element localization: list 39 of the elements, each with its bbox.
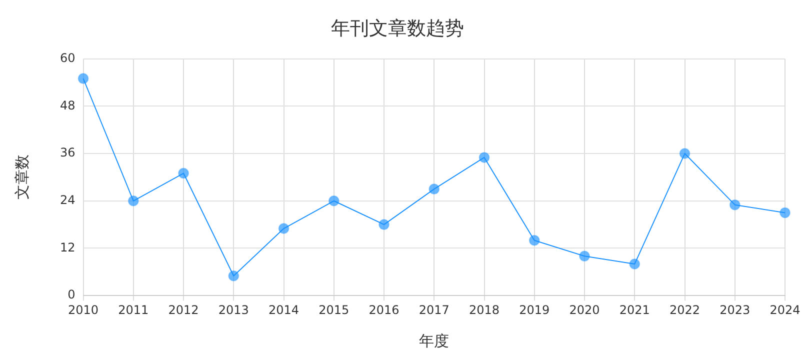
x-tick-label: 2023 — [720, 302, 750, 317]
y-tick-label: 48 — [60, 98, 76, 112]
x-tick-label: 2015 — [318, 302, 350, 317]
x-tick-label: 2016 — [368, 302, 400, 317]
point — [478, 152, 490, 163]
chart-title: 年刊文章数趋势 — [331, 17, 464, 40]
point — [729, 199, 740, 210]
y-tick-label: 60 — [60, 50, 76, 65]
point — [228, 270, 240, 282]
x-tick-label: 2022 — [669, 302, 700, 317]
y-tick-label: 24 — [60, 193, 76, 208]
x-tick-label: 2017 — [418, 302, 450, 317]
x-tick-label: 2010 — [68, 302, 99, 317]
point — [328, 195, 340, 206]
x-tick-label: 2019 — [519, 302, 550, 317]
point — [378, 219, 390, 230]
y-tick-label: 12 — [60, 240, 76, 254]
x-tick-label: 2024 — [770, 302, 800, 317]
x-tick-label: 2021 — [619, 302, 650, 317]
point — [78, 73, 89, 84]
point — [128, 195, 139, 206]
point — [528, 234, 540, 246]
y-tick-label: 0 — [68, 288, 76, 302]
x-tick-label: 2018 — [468, 302, 500, 317]
x-tick-label: 2013 — [218, 302, 249, 317]
point — [579, 250, 590, 262]
y-tick-label: 36 — [60, 146, 76, 160]
point — [428, 184, 440, 195]
x-tick-label: 2011 — [118, 302, 149, 317]
point — [780, 207, 790, 218]
y-axis-title: 文章数 — [12, 154, 31, 200]
x-tick-label: 2014 — [268, 302, 300, 317]
point — [278, 223, 290, 234]
x-axis-title: 年度 — [419, 332, 450, 350]
x-tick-label: 2012 — [168, 302, 199, 317]
point — [629, 258, 640, 270]
point — [679, 148, 690, 160]
x-tick-label: 2020 — [569, 302, 600, 317]
point — [178, 168, 190, 179]
